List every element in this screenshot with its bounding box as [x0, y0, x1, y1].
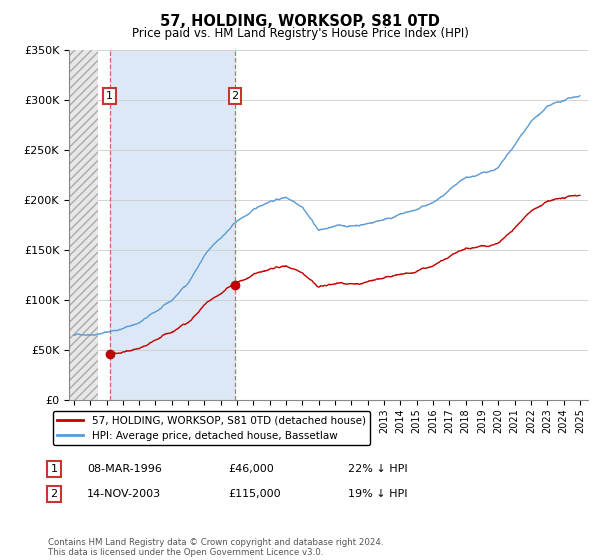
- Text: Contains HM Land Registry data © Crown copyright and database right 2024.
This d: Contains HM Land Registry data © Crown c…: [48, 538, 383, 557]
- Text: £46,000: £46,000: [228, 464, 274, 474]
- Text: Price paid vs. HM Land Registry's House Price Index (HPI): Price paid vs. HM Land Registry's House …: [131, 27, 469, 40]
- Text: 57, HOLDING, WORKSOP, S81 0TD: 57, HOLDING, WORKSOP, S81 0TD: [160, 14, 440, 29]
- Text: 2: 2: [232, 91, 239, 101]
- Text: 22% ↓ HPI: 22% ↓ HPI: [348, 464, 407, 474]
- Text: 1: 1: [106, 91, 113, 101]
- Text: £115,000: £115,000: [228, 489, 281, 499]
- Text: 19% ↓ HPI: 19% ↓ HPI: [348, 489, 407, 499]
- Text: 2: 2: [50, 489, 58, 499]
- Text: 14-NOV-2003: 14-NOV-2003: [87, 489, 161, 499]
- Text: 08-MAR-1996: 08-MAR-1996: [87, 464, 162, 474]
- Bar: [110, 50, 235, 400]
- Legend: 57, HOLDING, WORKSOP, S81 0TD (detached house), HPI: Average price, detached hou: 57, HOLDING, WORKSOP, S81 0TD (detached …: [53, 411, 370, 445]
- Text: 1: 1: [50, 464, 58, 474]
- Bar: [69, 50, 98, 400]
